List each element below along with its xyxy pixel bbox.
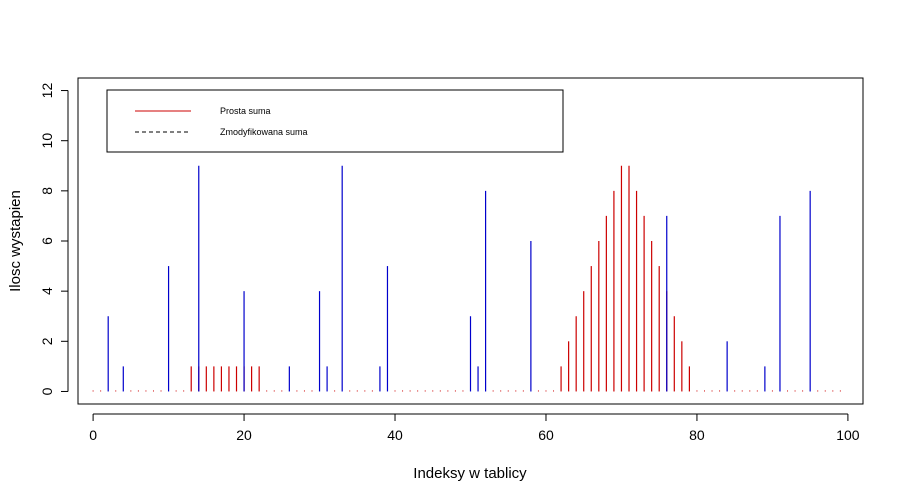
y-tick-label: 10 — [39, 133, 55, 149]
x-tick-label: 80 — [689, 427, 705, 443]
bars — [107, 165, 811, 392]
y-tick-label: 8 — [39, 187, 55, 195]
y-tick-label: 12 — [39, 83, 55, 99]
x-axis-title: Indeksy w tablicy — [413, 465, 527, 482]
x-tick-label: 20 — [236, 427, 252, 443]
x-tick-label: 100 — [836, 427, 860, 443]
y-tick-label: 4 — [39, 287, 55, 295]
x-axis: 0 20 40 60 80 100 — [89, 413, 860, 443]
y-axis-title: Ilosc wystapien — [7, 190, 24, 292]
x-tick-label: 40 — [387, 427, 403, 443]
y-tick-label: 0 — [39, 387, 55, 395]
x-tick-label: 60 — [538, 427, 554, 443]
y-tick-label: 6 — [39, 237, 55, 245]
x-tick-label: 0 — [89, 427, 97, 443]
legend-label-prosta: Prosta suma — [220, 106, 271, 116]
legend-box — [106, 89, 564, 153]
zero-markers — [92, 390, 841, 392]
plot-frame — [77, 77, 864, 405]
y-axis: 0 2 4 6 8 10 12 — [39, 83, 69, 395]
legend-label-zmodyfikowana: Zmodyfikowana suma — [220, 127, 308, 137]
legend: Prosta suma Zmodyfikowana suma — [106, 89, 564, 153]
y-tick-label: 2 — [39, 337, 55, 345]
